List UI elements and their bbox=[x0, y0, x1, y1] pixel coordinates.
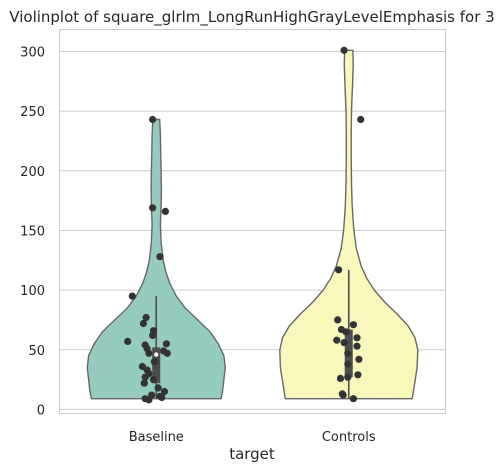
data-point bbox=[139, 319, 147, 328]
data-point bbox=[353, 342, 361, 350]
data-point bbox=[145, 396, 153, 404]
data-point bbox=[349, 321, 357, 329]
data-point bbox=[355, 355, 363, 363]
iqr-box bbox=[152, 347, 161, 384]
y-tick-label: 200 bbox=[20, 165, 45, 180]
data-point bbox=[344, 373, 352, 381]
data-point bbox=[161, 207, 169, 215]
data-point bbox=[340, 339, 348, 347]
data-point bbox=[353, 334, 361, 342]
x-tick-label: Controls bbox=[322, 430, 376, 445]
data-point bbox=[149, 115, 157, 124]
median-marker bbox=[154, 352, 159, 357]
data-point bbox=[149, 331, 157, 339]
y-tick-label: 0 bbox=[37, 403, 45, 418]
data-points bbox=[124, 46, 365, 404]
data-point bbox=[344, 360, 352, 368]
y-tick-label: 300 bbox=[20, 45, 45, 60]
data-point bbox=[145, 349, 153, 357]
data-point bbox=[354, 371, 362, 379]
data-point bbox=[141, 373, 149, 381]
y-axis-ticks: 0 50 100 150 200 250 300 bbox=[20, 45, 45, 418]
data-point bbox=[333, 336, 341, 344]
data-point bbox=[128, 292, 136, 300]
x-tick-label: Baseline bbox=[129, 430, 184, 445]
data-point bbox=[342, 328, 350, 336]
y-tick-label: 100 bbox=[20, 284, 45, 299]
x-axis-ticks: Baseline Controls bbox=[129, 430, 376, 445]
data-point bbox=[160, 387, 169, 396]
data-point bbox=[163, 349, 171, 357]
data-point bbox=[339, 391, 347, 399]
data-point bbox=[154, 384, 162, 392]
data-point bbox=[349, 395, 357, 403]
data-point bbox=[162, 340, 170, 348]
data-point bbox=[336, 374, 345, 382]
data-point bbox=[142, 313, 150, 322]
data-point bbox=[340, 46, 348, 54]
y-tick-label: 50 bbox=[28, 344, 45, 359]
data-point bbox=[156, 253, 164, 261]
data-point bbox=[334, 316, 342, 324]
data-point bbox=[150, 358, 158, 366]
violins bbox=[86, 49, 419, 400]
data-point bbox=[149, 204, 157, 212]
x-axis-label: target bbox=[229, 445, 275, 463]
y-tick-label: 150 bbox=[20, 224, 45, 239]
data-point bbox=[335, 266, 343, 274]
data-point bbox=[124, 337, 132, 345]
chart-title: Violinplot of square_glrlm_LongRunHighGr… bbox=[9, 8, 494, 27]
data-point bbox=[149, 376, 158, 384]
data-point bbox=[357, 115, 365, 124]
data-point bbox=[344, 349, 352, 357]
y-tick-label: 250 bbox=[20, 105, 45, 120]
data-point bbox=[140, 379, 148, 387]
plot-frame bbox=[59, 29, 446, 414]
data-point bbox=[158, 393, 166, 402]
